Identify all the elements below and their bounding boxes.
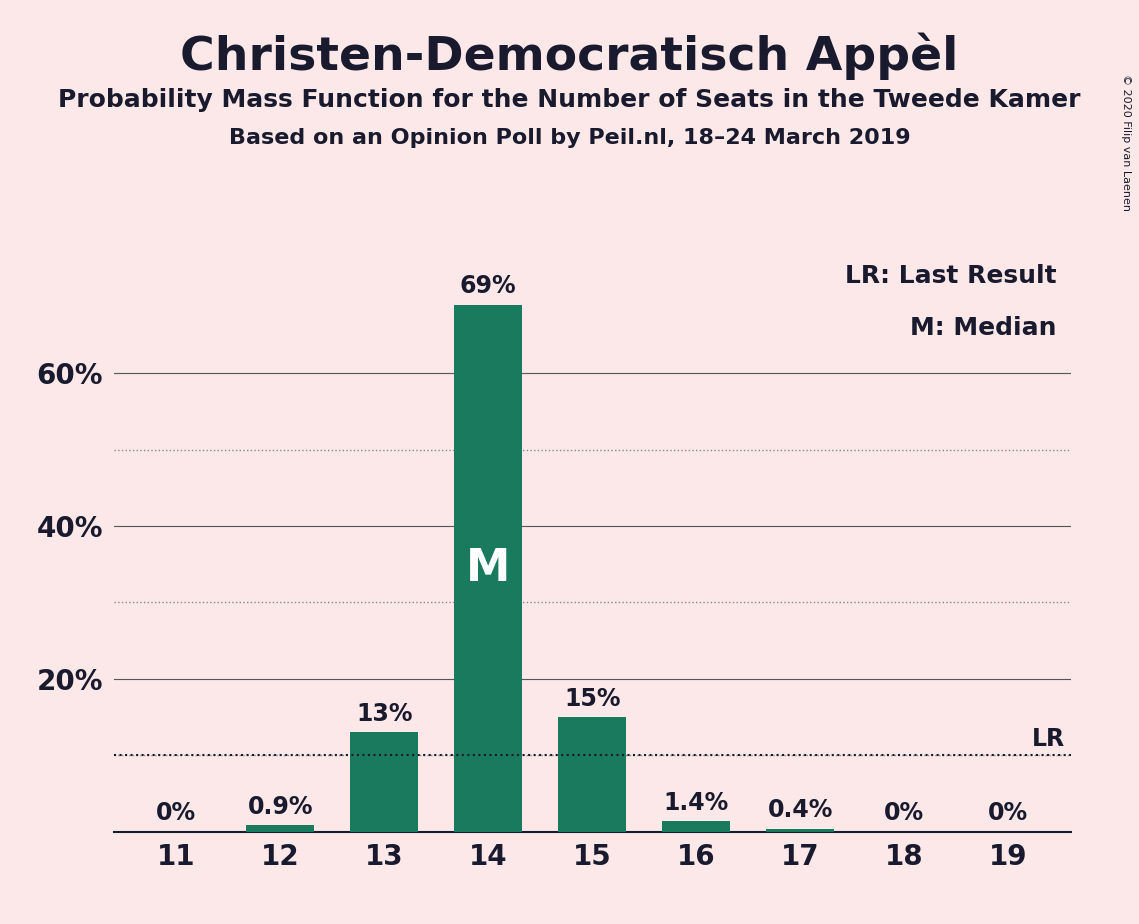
Bar bbox=[663, 821, 730, 832]
Text: 0%: 0% bbox=[884, 801, 925, 825]
Text: Probability Mass Function for the Number of Seats in the Tweede Kamer: Probability Mass Function for the Number… bbox=[58, 88, 1081, 112]
Bar bbox=[351, 733, 418, 832]
Bar bbox=[454, 305, 522, 832]
Text: 1.4%: 1.4% bbox=[664, 791, 729, 815]
Text: Christen-Democratisch Appèl: Christen-Democratisch Appèl bbox=[180, 32, 959, 79]
Text: M: M bbox=[466, 547, 510, 590]
Bar bbox=[246, 825, 314, 832]
Text: 69%: 69% bbox=[460, 274, 517, 298]
Text: 0.9%: 0.9% bbox=[247, 795, 313, 819]
Bar bbox=[767, 829, 834, 832]
Text: 0%: 0% bbox=[989, 801, 1029, 825]
Text: Based on an Opinion Poll by Peil.nl, 18–24 March 2019: Based on an Opinion Poll by Peil.nl, 18–… bbox=[229, 128, 910, 148]
Text: 15%: 15% bbox=[564, 687, 621, 711]
Text: LR: Last Result: LR: Last Result bbox=[845, 264, 1056, 288]
Bar bbox=[558, 717, 626, 832]
Text: 0%: 0% bbox=[156, 801, 196, 825]
Text: M: Median: M: Median bbox=[910, 316, 1056, 340]
Text: LR: LR bbox=[1032, 727, 1065, 751]
Text: 13%: 13% bbox=[357, 702, 412, 726]
Text: 0.4%: 0.4% bbox=[768, 798, 833, 822]
Text: © 2020 Filip van Laenen: © 2020 Filip van Laenen bbox=[1121, 74, 1131, 211]
